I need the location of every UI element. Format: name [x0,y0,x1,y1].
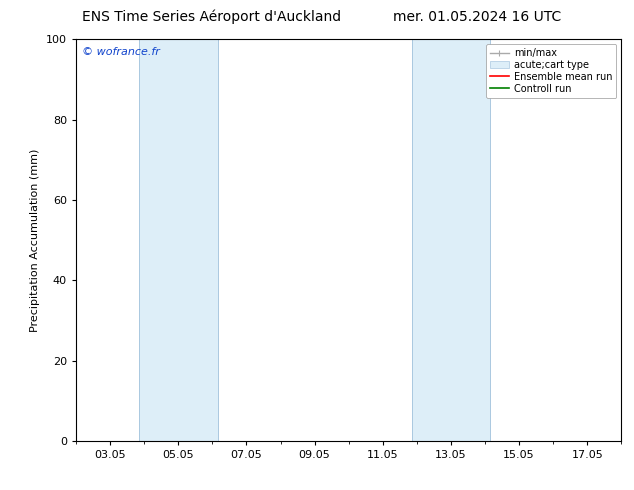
Bar [139,39,217,441]
Text: mer. 01.05.2024 16 UTC: mer. 01.05.2024 16 UTC [393,10,561,24]
Bar [411,39,490,441]
Legend: min/max, acute;cart type, Ensemble mean run, Controll run: min/max, acute;cart type, Ensemble mean … [486,44,616,98]
Text: © wofrance.fr: © wofrance.fr [82,47,159,57]
Text: ENS Time Series Aéroport d'Auckland: ENS Time Series Aéroport d'Auckland [82,10,342,24]
Y-axis label: Precipitation Accumulation (mm): Precipitation Accumulation (mm) [30,148,41,332]
